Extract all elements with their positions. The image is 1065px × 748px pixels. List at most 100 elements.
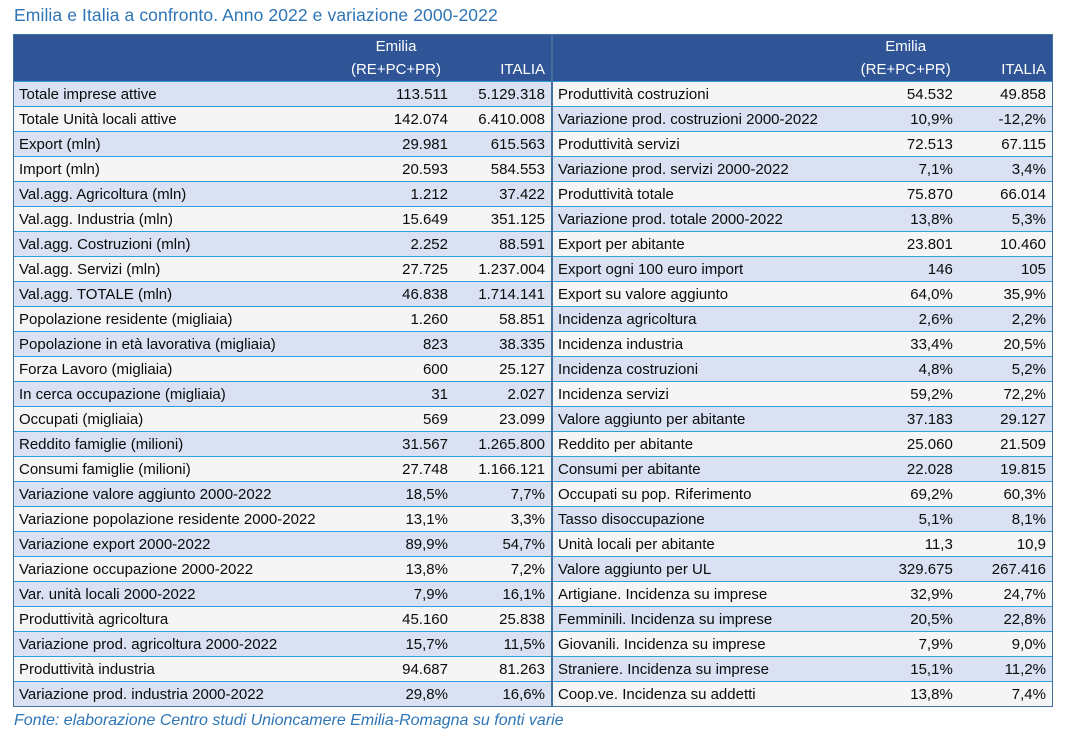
italia-value: 351.125 — [490, 210, 545, 228]
italia-value: 7,7% — [510, 485, 545, 503]
italia-value: 81.263 — [499, 660, 545, 678]
indicator-label: Incidenza agricoltura — [558, 310, 697, 328]
table-row: In cerca occupazione (migliaia) 31 2.027 — [14, 381, 551, 407]
table-row: Val.agg. TOTALE (mln) 46.838 1.714.141 — [14, 281, 551, 307]
indicator-label: Val.agg. Costruzioni (mln) — [19, 235, 191, 253]
table-row: Occupati su pop. Riferimento 69,2% 60,3% — [552, 481, 1052, 507]
emilia-value: 32,9% — [910, 585, 953, 603]
table-header-right: Emilia (RE+PC+PR) ITALIA — [552, 35, 1052, 82]
emilia-value: 59,2% — [910, 385, 953, 403]
italia-value: 1.237.004 — [478, 260, 545, 278]
emilia-value: 15,1% — [910, 660, 953, 678]
indicator-label: Coop.ve. Incidenza su addetti — [558, 685, 756, 703]
indicator-label: Totale imprese attive — [19, 85, 157, 103]
table-row: Forza Lavoro (migliaia) 600 25.127 — [14, 356, 551, 382]
emilia-value: 7,1% — [918, 160, 953, 178]
italia-value: 60,3% — [1003, 485, 1046, 503]
italia-value: 16,1% — [502, 585, 545, 603]
table-row: Popolazione in età lavorativa (migliaia)… — [14, 331, 551, 357]
indicator-label: Popolazione in età lavorativa (migliaia) — [19, 335, 276, 353]
italia-value: 11,5% — [503, 635, 545, 653]
emilia-value: 37.183 — [906, 410, 953, 428]
emilia-value: 15.649 — [402, 210, 448, 228]
table-row: Totale Unità locali attive 142.074 6.410… — [14, 106, 551, 132]
italia-value: 38.335 — [499, 335, 545, 353]
emilia-value: 13,1% — [405, 510, 448, 528]
emilia-value: 113.511 — [396, 85, 448, 103]
emilia-value: 46.838 — [402, 285, 448, 303]
table-row: Variazione prod. industria 2000-2022 29,… — [14, 681, 551, 706]
indicator-label: Import (mln) — [19, 160, 100, 178]
emilia-value: 54.532 — [906, 85, 953, 103]
table-body-left: Totale imprese attive 113.511 5.129.318 … — [14, 81, 551, 706]
emilia-value: 25.060 — [906, 435, 953, 453]
italia-value: 22,8% — [1003, 610, 1046, 628]
emilia-value: 45.160 — [402, 610, 448, 628]
table-row: Export (mln) 29.981 615.563 — [14, 131, 551, 157]
emilia-value: 13,8% — [405, 560, 448, 578]
table-row: Var. unità locali 2000-2022 7,9% 16,1% — [14, 581, 551, 607]
indicator-label: Straniere. Incidenza su imprese — [558, 660, 769, 678]
italia-value: 7,2% — [510, 560, 545, 578]
emilia-value: 823 — [422, 335, 448, 353]
table-row: Unità locali per abitante 11,3 10,9 — [552, 531, 1052, 557]
comparison-table-right: Emilia (RE+PC+PR) ITALIA Produttività co… — [551, 35, 1052, 706]
table-row: Tasso disoccupazione 5,1% 8,1% — [552, 506, 1052, 532]
italia-value: 5.129.318 — [478, 85, 545, 103]
header-emilia: Emilia — [339, 35, 454, 58]
indicator-label: Variazione popolazione residente 2000-20… — [19, 510, 316, 528]
italia-value: 5,2% — [1011, 360, 1046, 378]
emilia-value: 5,1% — [918, 510, 953, 528]
table-row: Reddito famiglie (milioni) 31.567 1.265.… — [14, 431, 551, 457]
emilia-value: 72.513 — [906, 135, 953, 153]
header-emilia: Emilia — [853, 35, 959, 58]
italia-value: 615.563 — [490, 135, 545, 153]
table-row: Occupati (migliaia) 569 23.099 — [14, 406, 551, 432]
indicator-label: Produttività servizi — [558, 135, 680, 153]
emilia-value: 64,0% — [910, 285, 953, 303]
italia-value: 3,3% — [510, 510, 545, 528]
table-row: Consumi famiglie (milioni) 27.748 1.166.… — [14, 456, 551, 482]
indicator-label: Occupati su pop. Riferimento — [558, 485, 752, 503]
indicator-label: Variazione occupazione 2000-2022 — [19, 560, 254, 578]
table-row: Produttività costruzioni 54.532 49.858 — [552, 81, 1052, 107]
table-row: Variazione export 2000-2022 89,9% 54,7% — [14, 531, 551, 557]
indicator-label: Forza Lavoro (migliaia) — [19, 360, 173, 378]
italia-value: 25.127 — [499, 360, 545, 378]
table-row: Import (mln) 20.593 584.553 — [14, 156, 551, 182]
emilia-value: 69,2% — [910, 485, 953, 503]
indicator-label: Valore aggiunto per abitante — [558, 410, 746, 428]
comparison-table-left: Emilia (RE+PC+PR) ITALIA Totale imprese … — [14, 35, 551, 706]
table-row: Straniere. Incidenza su imprese 15,1% 11… — [552, 656, 1052, 682]
italia-value: 1.166.121 — [478, 460, 545, 478]
indicator-label: Val.agg. Agricoltura (mln) — [19, 185, 187, 203]
indicator-label: Variazione prod. agricoltura 2000-2022 — [19, 635, 278, 653]
emilia-value: 13,8% — [910, 685, 953, 703]
indicator-label: Variazione prod. industria 2000-2022 — [19, 685, 264, 703]
italia-value: 6.410.008 — [478, 110, 545, 128]
emilia-value: 29.981 — [402, 135, 448, 153]
italia-value: 21.509 — [1000, 435, 1046, 453]
indicator-label: Valore aggiunto per UL — [558, 560, 712, 578]
emilia-value: 31 — [431, 385, 448, 403]
emilia-value: 23.801 — [906, 235, 953, 253]
indicator-label: Giovanili. Incidenza su imprese — [558, 635, 766, 653]
italia-value: 29.127 — [1000, 410, 1046, 428]
indicator-label: Variazione prod. servizi 2000-2022 — [558, 160, 789, 178]
emilia-value: 94.687 — [402, 660, 448, 678]
italia-value: 2,2% — [1011, 310, 1046, 328]
indicator-label: Export (mln) — [19, 135, 101, 153]
emilia-value: 569 — [422, 410, 448, 428]
indicator-label: Produttività industria — [19, 660, 155, 678]
emilia-value: 7,9% — [918, 635, 953, 653]
indicator-label: Export ogni 100 euro import — [558, 260, 744, 278]
table-row: Val.agg. Industria (mln) 15.649 351.125 — [14, 206, 551, 232]
header-emilia-provinces: (RE+PC+PR) — [339, 58, 454, 82]
emilia-value: 89,9% — [405, 535, 448, 553]
table-row: Variazione popolazione residente 2000-20… — [14, 506, 551, 532]
emilia-value: 142.074 — [393, 110, 448, 128]
table-row: Export ogni 100 euro import 146 105 — [552, 256, 1052, 282]
table-row: Variazione prod. servizi 2000-2022 7,1% … — [552, 156, 1052, 182]
header-italia: ITALIA — [958, 58, 1052, 82]
header-spacer — [552, 35, 854, 58]
